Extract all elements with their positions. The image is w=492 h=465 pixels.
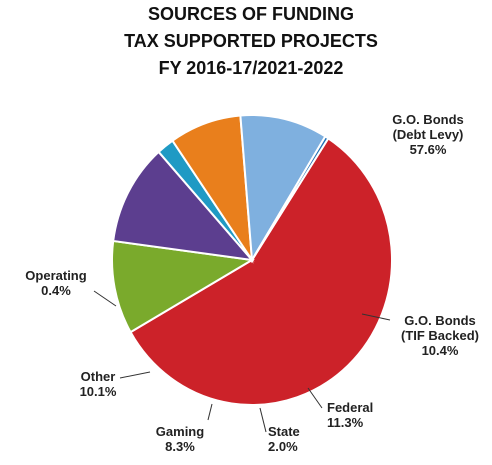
pie-slice-1: [111, 239, 255, 334]
slice-name-label-2-0: Federal: [327, 400, 373, 415]
pie-slice-2: [112, 150, 255, 262]
pie-slice-0: [129, 136, 393, 406]
leader-line-2: [307, 387, 323, 409]
leader-lines: [93, 290, 391, 433]
slice-name-label-5-0: Other: [81, 369, 116, 384]
slice-value-label-5: 10.1%: [80, 384, 117, 399]
slice-value-label-1: 10.4%: [422, 343, 459, 358]
slice-value-label-3: 2.0%: [268, 439, 298, 454]
slice-name-label-1-0: G.O. Bonds: [404, 313, 476, 328]
slice-name-label-6-0: Operating: [25, 268, 86, 283]
title-line-1: SOURCES OF FUNDING: [148, 4, 354, 24]
slice-value-label-2: 11.3%: [327, 415, 364, 430]
slice-value-label-4: 8.3%: [165, 439, 195, 454]
slice-name-label-1-1: (TIF Backed): [401, 328, 479, 343]
leader-line-1: [361, 313, 391, 321]
slice-labels: G.O. Bonds(Debt Levy)57.6%G.O. Bonds(TIF…: [25, 112, 479, 454]
leader-line-6: [93, 290, 117, 307]
slice-value-label-6: 0.4%: [41, 283, 71, 298]
slice-name-label-4-0: Gaming: [156, 424, 204, 439]
title-line-2: TAX SUPPORTED PROJECTS: [124, 31, 378, 51]
title-line-3: FY 2016-17/2021-2022: [159, 58, 344, 78]
pie-slices: [111, 114, 393, 406]
pie-slice-6: [251, 135, 330, 261]
slice-name-label-3-0: State: [268, 424, 300, 439]
chart-title: SOURCES OF FUNDING TAX SUPPORTED PROJECT…: [124, 4, 378, 78]
slice-value-label-0: 57.6%: [410, 142, 447, 157]
slice-name-label-0-0: G.O. Bonds: [392, 112, 464, 127]
pie-slice-5: [239, 114, 327, 264]
leader-line-4: [207, 403, 213, 421]
slice-name-label-0-1: (Debt Levy): [393, 127, 464, 142]
leader-line-3: [259, 407, 267, 433]
leader-line-5: [119, 371, 151, 379]
